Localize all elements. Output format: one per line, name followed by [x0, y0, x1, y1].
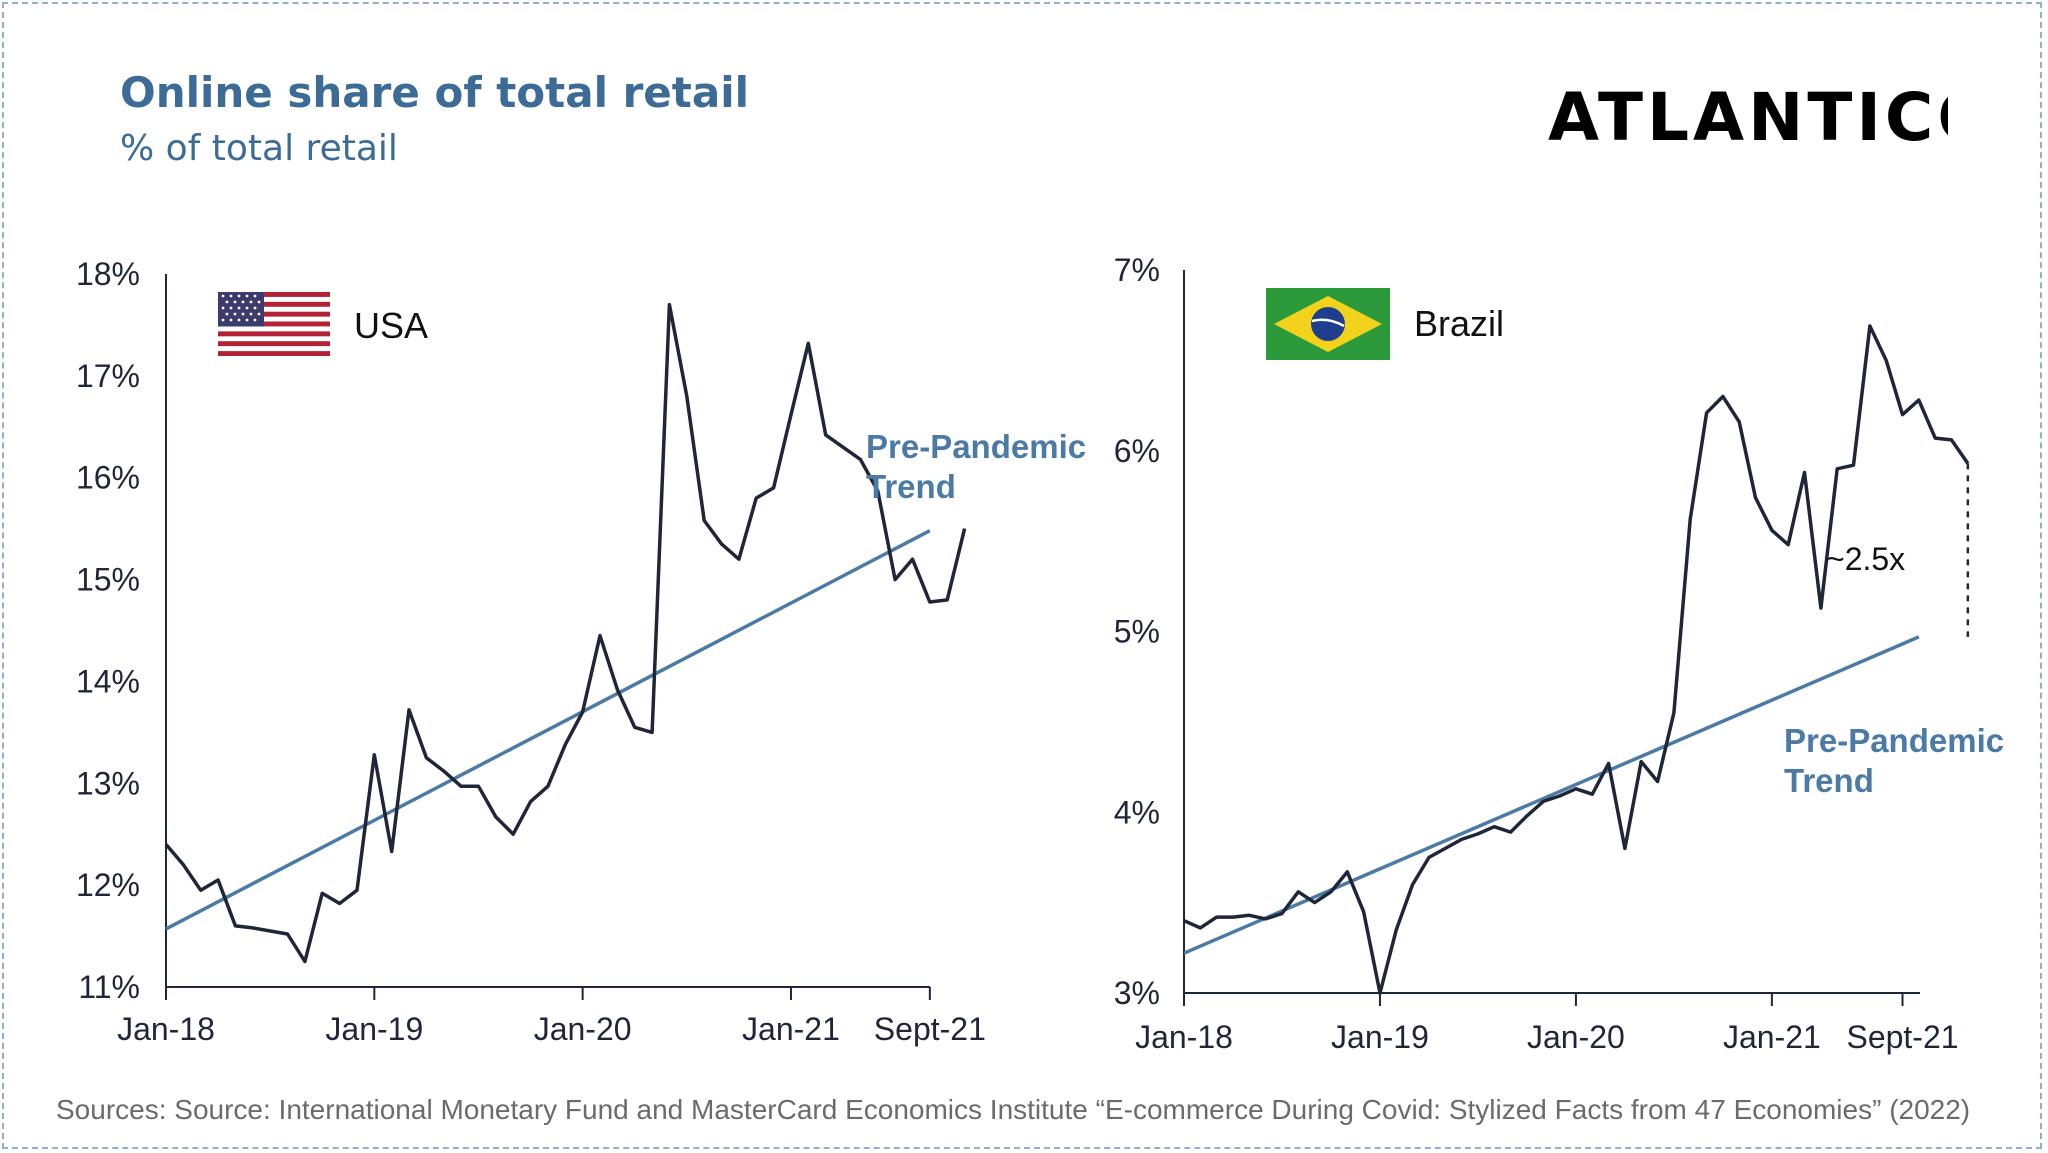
brazil-y-tick-label: 7% [1114, 252, 1160, 288]
usa-y-tick-label: 12% [76, 867, 140, 903]
brazil-trend-label-line1: Pre-Pandemic [1784, 722, 2004, 759]
usa-x-tick-label: Sept-21 [874, 1011, 986, 1047]
page-title: Online share of total retail [120, 68, 749, 117]
sources-footnote: Sources: Source: International Monetary … [56, 1094, 1971, 1125]
usa-y-tick-label: 11% [78, 969, 140, 1005]
brazil-y-tick-label: 6% [1114, 433, 1160, 469]
brazil-chart: 3% 4% 5% 6% 7% Jan-18 Jan-19 Jan-20 Jan-21 Sept-… [1114, 252, 2004, 1055]
usa-x-tick-label: Jan-18 [117, 1011, 215, 1047]
brazil-series-line [1183, 324, 1970, 995]
brazil-x-tick-label: Jan-18 [1135, 1019, 1233, 1055]
usa-y-tick-label: 17% [76, 358, 140, 394]
brazil-y-tick-label: 3% [1114, 975, 1160, 1011]
brazil-x-tick-label: Jan-21 [1723, 1019, 1821, 1055]
brazil-x-tick-label: Jan-20 [1527, 1019, 1625, 1055]
usa-trend-label-line2: Trend [866, 468, 956, 505]
usa-series-line [164, 302, 967, 964]
usa-y-tick-label: 14% [76, 663, 140, 699]
page-subtitle: % of total retail [120, 128, 398, 169]
atlantico-logo: ATLANTICO [1548, 84, 1948, 154]
brazil-trend-line [1183, 635, 1920, 955]
usa-y-tick-label: 16% [76, 460, 140, 496]
brazil-x-tick-label: Jan-19 [1331, 1019, 1429, 1055]
usa-country-label: USA [354, 305, 428, 346]
usa-x-tick-label: Jan-21 [742, 1011, 840, 1047]
brazil-x-tick-label: Sept-21 [1846, 1019, 1958, 1055]
usa-y-tick-label: 13% [76, 765, 140, 801]
usa-y-tick-label: 15% [76, 562, 140, 598]
usa-y-tick-label: 18% [76, 256, 140, 292]
brazil-trend-label-line2: Trend [1784, 762, 1874, 799]
usa-x-tick-label: Jan-19 [325, 1011, 423, 1047]
usa-chart: 11% 12% 13% 14% 15% 16% 17% 18% Jan-18 Jan-19 Jan… [76, 256, 1086, 1047]
brazil-y-tick-label: 4% [1114, 794, 1160, 830]
usa-x-tick-label: Jan-20 [534, 1011, 632, 1047]
brazil-country-label: Brazil [1414, 303, 1504, 344]
usa-flag-icon [218, 292, 330, 357]
usa-trend-label-line1: Pre-Pandemic [866, 428, 1086, 465]
logo-text: ATLANTICO [1548, 84, 1948, 154]
brazil-y-tick-label: 5% [1114, 614, 1160, 650]
usa-trend-line [165, 529, 931, 931]
brazil-gap-annotation: ~2.5x [1826, 541, 1905, 577]
brazil-flag-icon [1266, 288, 1390, 360]
